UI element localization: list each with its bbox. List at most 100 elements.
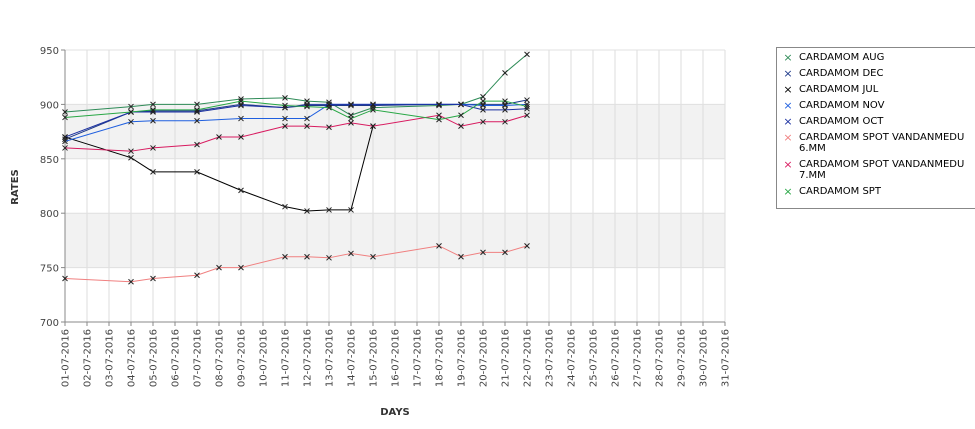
data-point-marker	[370, 102, 376, 109]
data-point-marker	[348, 250, 354, 257]
x-tick-label: 28-07-2016	[655, 329, 666, 387]
data-point-marker	[238, 102, 244, 109]
marker-stroke	[128, 154, 134, 161]
y-tick-label: 700	[40, 318, 59, 329]
marker-stroke	[282, 123, 288, 130]
marker-stroke	[150, 145, 156, 151]
marker-stroke	[194, 272, 200, 279]
data-point-marker	[370, 101, 376, 108]
data-point-marker	[150, 275, 156, 282]
data-point-marker	[480, 106, 486, 113]
data-point-marker	[194, 109, 200, 115]
data-point-marker	[480, 249, 486, 256]
data-point-marker	[304, 253, 310, 260]
data-point-marker	[128, 109, 134, 115]
legend-marker-icon: ×	[783, 131, 793, 144]
x-tick-label: 08-07-2016	[215, 329, 226, 387]
data-point-marker	[62, 275, 68, 282]
data-point-marker	[62, 138, 68, 145]
x-tick-label: 04-07-2016	[127, 329, 138, 387]
marker-stroke	[238, 187, 244, 194]
data-point-marker	[304, 123, 310, 130]
data-point-marker	[128, 278, 134, 285]
x-axis: 01-07-2016 02-07-2016 03-07-2016 04-07-2016…	[61, 321, 732, 387]
legend-item: × CARDAMOM DEC	[777, 68, 975, 79]
legend-item: × CARDAMOM NOV	[777, 100, 975, 111]
legend-label: CARDAMOM DEC	[799, 68, 884, 79]
marker-stroke	[150, 109, 156, 115]
marker-stroke	[128, 278, 134, 285]
x-tick-label: 30-07-2016	[699, 329, 710, 387]
data-point-marker	[458, 112, 464, 119]
data-point-marker	[502, 106, 508, 113]
legend-label: CARDAMOM OCT	[799, 116, 884, 127]
marker-stroke	[502, 249, 508, 256]
legend-label: CARDAMOM JUL	[799, 84, 879, 95]
data-point-marker	[502, 249, 508, 256]
data-point-marker	[128, 148, 134, 155]
data-point-marker	[436, 112, 442, 119]
data-point-marker	[194, 101, 200, 108]
marker-stroke	[282, 203, 288, 210]
marker-stroke	[238, 96, 244, 102]
data-point-marker	[436, 116, 442, 123]
marker-stroke	[348, 115, 354, 122]
marker-stroke	[502, 118, 508, 125]
legend-marker-icon: ×	[783, 115, 793, 128]
marker-stroke	[370, 101, 376, 108]
data-point-marker	[62, 109, 68, 115]
marker-stroke	[370, 106, 376, 113]
marker-stroke	[524, 112, 530, 119]
legend-marker-icon: ×	[783, 185, 793, 198]
data-point-marker	[436, 242, 442, 249]
data-point-marker	[480, 98, 486, 104]
marker-stroke	[480, 98, 486, 104]
marker-stroke	[502, 98, 508, 104]
marker-stroke	[502, 106, 508, 113]
data-point-marker	[238, 98, 244, 104]
data-point-marker	[502, 118, 508, 125]
marker-stroke	[348, 250, 354, 257]
marker-stroke	[480, 118, 486, 125]
legend-marker-icon: ×	[783, 158, 793, 171]
marker-stroke	[150, 275, 156, 282]
x-tick-label: 17-07-2016	[413, 329, 424, 387]
series-group	[62, 51, 530, 285]
x-tick-label: 14-07-2016	[347, 329, 358, 387]
marker-stroke	[326, 104, 332, 111]
x-tick-label: 24-07-2016	[567, 329, 578, 387]
x-tick-label: 21-07-2016	[501, 329, 512, 387]
data-point-marker	[304, 103, 310, 110]
vertical-gridlines	[64, 50, 726, 322]
legend-label: CARDAMOM NOV	[799, 100, 885, 111]
marker-stroke	[194, 109, 200, 115]
data-point-marker	[282, 102, 288, 109]
data-point-marker	[238, 96, 244, 102]
data-point-marker	[370, 106, 376, 113]
data-point-marker	[348, 207, 354, 213]
data-point-marker	[282, 203, 288, 210]
x-tick-label: 16-07-2016	[391, 329, 402, 387]
data-point-marker	[480, 93, 486, 100]
data-point-marker	[524, 97, 530, 103]
y-tick-label: 750	[40, 264, 59, 275]
data-point-marker	[150, 106, 156, 113]
y-axis: 700 750 800 850 900 950	[40, 46, 66, 329]
data-point-marker	[150, 108, 156, 114]
data-point-marker	[480, 118, 486, 125]
data-point-marker	[150, 101, 156, 108]
marker-stroke	[238, 98, 244, 104]
marker-stroke	[150, 117, 156, 124]
marker-stroke	[480, 249, 486, 256]
series	[62, 101, 530, 140]
marker-stroke	[62, 275, 68, 282]
marker-stroke	[348, 207, 354, 213]
data-point-marker	[348, 101, 354, 108]
marker-stroke	[480, 93, 486, 100]
data-point-marker	[128, 154, 134, 161]
data-point-marker	[524, 103, 530, 110]
x-tick-label: 31-07-2016	[721, 329, 732, 387]
data-point-marker	[458, 123, 464, 130]
legend-item: × CARDAMOM AUG	[777, 52, 975, 63]
x-tick-label: 23-07-2016	[545, 329, 556, 387]
